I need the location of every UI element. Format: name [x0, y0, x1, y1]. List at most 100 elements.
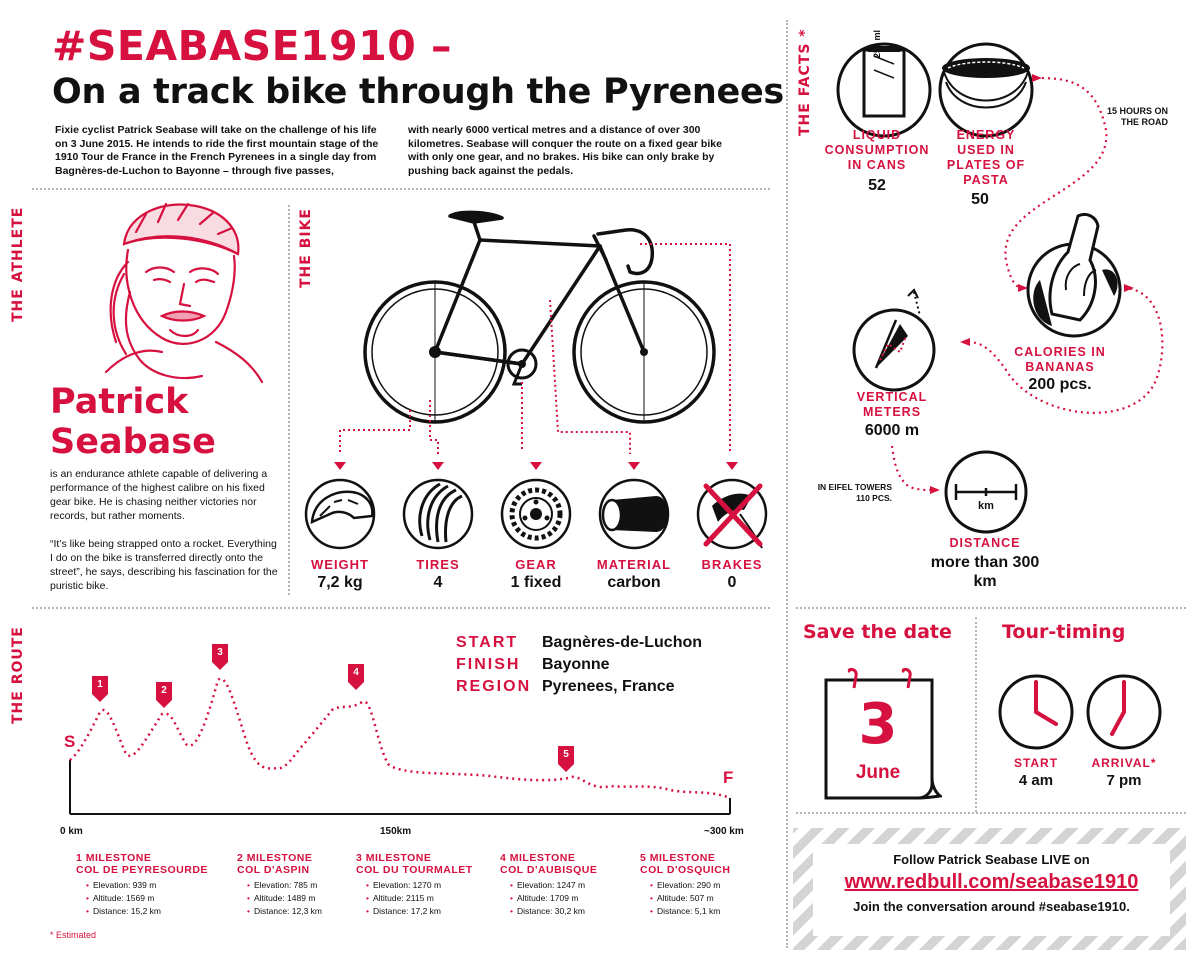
divider-route [32, 607, 770, 609]
peak-number-5: 5 [563, 749, 569, 760]
section-label-route: THE ROUTE [10, 626, 26, 724]
route-finish-marker: F [723, 768, 734, 787]
bike-part-value: carbon [607, 574, 661, 591]
milestone-altitude: Altitude: 1489 m [247, 892, 347, 905]
milestone-number: 4 MILESTONE [500, 852, 576, 864]
page-title: On a track bike through the Pyrenees [52, 72, 784, 112]
arrival-time-label: ARRIVAL* [1091, 756, 1157, 770]
distance-unit-label: km [978, 500, 994, 512]
distance-label: DISTANCE [949, 536, 1021, 550]
route-finish-value: Bayonne [542, 656, 610, 673]
calories-value: 200 pcs. [1028, 376, 1092, 393]
start-time-label: START [1013, 756, 1059, 770]
peak-number-1: 1 [97, 679, 103, 690]
milestone-number: 2 MILESTONE [237, 852, 313, 864]
peak-number-3: 3 [217, 647, 223, 658]
milestone-3: 3 MILESTONE COL DU TOURMALET Elevation: … [356, 852, 486, 918]
arrival-time-value: 7 pm [1106, 772, 1142, 789]
milestone-1: 1 MILESTONE COL DE PEYRESOURDE Elevation… [76, 852, 226, 918]
bike-part-gear: GEAR 1 fixed [486, 456, 586, 592]
milestone-altitude: Altitude: 507 m [650, 892, 770, 905]
intro-text-column-2: with nearly 6000 vertical metres and a d… [408, 124, 722, 177]
peak-markers [92, 644, 574, 772]
route-elevation-profile [69, 644, 731, 815]
divider-vertical-main [786, 20, 788, 948]
route-start-value: Bagnères-de-Luchon [542, 634, 703, 651]
vertical-meters-label: VERTICAL METERS [856, 390, 928, 419]
compass-icon [852, 288, 936, 392]
peak-marker-5 [558, 746, 574, 772]
milestone-2: 2 MILESTONE COL D'ASPIN Elevation: 785 m… [237, 852, 347, 918]
milestone-number: 1 MILESTONE [76, 852, 152, 864]
route-info: START Bagnères-de-Luchon FINISH Bayonne RE… [456, 634, 702, 696]
clock-start-icon [998, 674, 1074, 750]
milestone-altitude: Altitude: 1569 m [86, 892, 226, 905]
bike-part-value: 0 [727, 574, 737, 591]
peak-marker-1 [92, 676, 108, 702]
footnote-estimated: * Estimated [50, 930, 97, 940]
axis-label-end: ~300 km [704, 826, 744, 837]
route-start-key: START [456, 634, 519, 651]
gear-icon [500, 462, 572, 550]
route-region-value: Pyrenees, France [542, 678, 675, 695]
hours-on-road-note: 15 HOURS ON THE ROAD [1106, 106, 1168, 127]
route-region-key: REGION [456, 678, 532, 695]
milestone-elevation: Elevation: 939 m [86, 879, 226, 892]
helmet-icon [304, 462, 376, 550]
milestone-elevation: Elevation: 1270 m [366, 879, 486, 892]
milestone-altitude: Altitude: 1709 m [510, 892, 630, 905]
milestone-elevation: Elevation: 785 m [247, 879, 347, 892]
eiffel-towers-note: IN EIFEL TOWERS 110 PCS. [817, 482, 892, 503]
divider-date-timing [975, 617, 977, 812]
bike-part-value: 7,2 kg [317, 574, 363, 591]
bike-part-label: GEAR [515, 557, 557, 572]
athlete-portrait-icon [104, 202, 264, 384]
facts-graphics [836, 42, 1164, 534]
follow-line: Follow Patrick Seabase LIVE on [893, 852, 1090, 867]
crossed-brake-icon [696, 462, 768, 550]
bike-part-label: BRAKES [701, 557, 763, 572]
divider-facts [796, 607, 1186, 609]
route-line [69, 677, 731, 800]
track-bike-illustration [339, 210, 731, 454]
bike-part-material: MATERIAL carbon [584, 456, 684, 592]
can-icon [836, 42, 932, 138]
bike-part-weight: WEIGHT 7,2 kg [290, 456, 390, 592]
bike-part-label: TIRES [416, 557, 460, 572]
banana-icon [1026, 212, 1122, 338]
tour-timing-title: Tour-timing [1002, 621, 1126, 643]
divider-follow [796, 812, 1186, 814]
axis-label-start: 0 km [60, 826, 83, 837]
bike-part-brakes: BRAKES 0 [682, 456, 782, 592]
milestone-name: COL DE PEYRESOURDE [76, 864, 208, 876]
bike-part-tires: TIRES 4 [388, 456, 488, 592]
milestone-name: COL DU TOURMALET [356, 864, 473, 876]
axis-label-mid: 150km [380, 826, 412, 837]
start-time-value: 4 am [1018, 772, 1054, 789]
bike-parts-row: WEIGHT 7,2 kg TIRES 4 GEAR 1 fixed MA [290, 456, 780, 596]
milestone-altitude: Altitude: 2115 m [366, 892, 486, 905]
peak-marker-3 [212, 644, 228, 670]
bike-part-label: WEIGHT [311, 557, 369, 572]
follow-url-link[interactable]: www.redbull.com/seabase1910 [844, 871, 1139, 893]
bike-part-label: MATERIAL [596, 557, 672, 572]
milestone-number: 5 MILESTONE [640, 852, 716, 864]
milestone-name: COL D'ASPIN [237, 864, 310, 876]
energy-pasta-label: ENERGY USED IN PLATES OF PASTA [946, 128, 1026, 187]
milestone-distance: Distance: 17,2 km [366, 905, 486, 918]
liquid-consumption-label: LIQUID CONSUMPTION IN CANS [824, 128, 930, 172]
milestone-elevation: Elevation: 290 m [650, 879, 770, 892]
divider-header [32, 188, 770, 190]
milestone-name: COL D'AUBISQUE [500, 864, 598, 876]
peak-marker-2 [156, 682, 172, 708]
calendar-icon [824, 667, 942, 800]
athlete-quote: “It’s like being strapped onto a rocket.… [50, 538, 278, 592]
section-label-athlete: THE ATHLETE [10, 206, 26, 322]
milestone-elevation: Elevation: 1247 m [510, 879, 630, 892]
liquid-consumption-value: 52 [868, 177, 886, 194]
peak-marker-4 [348, 664, 364, 690]
vertical-meters-value: 6000 m [864, 422, 920, 439]
distance-icon [944, 450, 1028, 534]
milestone-4: 4 MILESTONE COL D'AUBISQUE Elevation: 12… [500, 852, 630, 918]
calories-label: CALORIES IN BANANAS [1014, 345, 1106, 374]
